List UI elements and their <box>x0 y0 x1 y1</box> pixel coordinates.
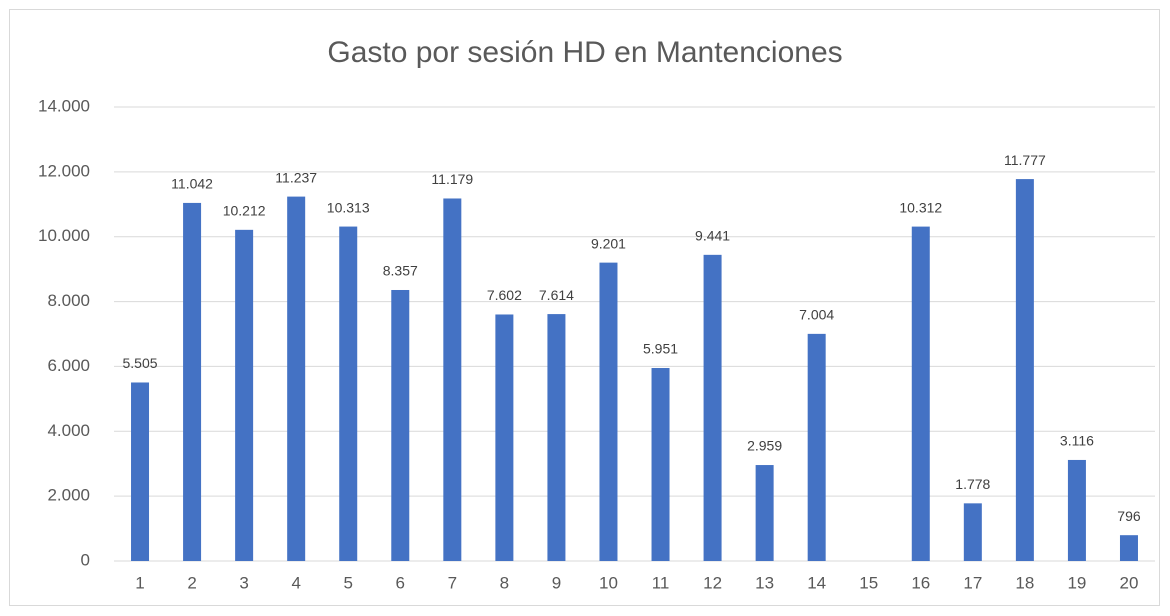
chart-title: Gasto por sesión HD en Mantenciones <box>327 36 842 69</box>
y-tick-label: 14.000 <box>38 96 90 115</box>
data-label: 9.441 <box>695 228 730 244</box>
data-label: 5.951 <box>643 341 678 357</box>
data-label: 796 <box>1117 508 1141 524</box>
bar <box>391 289 410 561</box>
x-tick-label: 2 <box>187 573 196 592</box>
bar <box>443 198 462 561</box>
x-tick-label: 4 <box>291 573 300 592</box>
x-tick-label: 12 <box>703 573 722 592</box>
bar <box>131 382 150 561</box>
data-label: 7.004 <box>799 307 834 323</box>
x-tick-label: 1 <box>135 573 144 592</box>
x-tick-label: 14 <box>807 573 826 592</box>
y-tick-label: 0 <box>81 550 90 569</box>
data-label: 11.237 <box>275 169 317 185</box>
y-tick-label: 10.000 <box>38 226 90 245</box>
x-tick-label: 13 <box>755 573 774 592</box>
y-tick-label: 12.000 <box>38 161 90 180</box>
y-tick-label: 6.000 <box>47 356 90 375</box>
x-tick-label: 17 <box>963 573 982 592</box>
y-tick-label: 8.000 <box>47 291 90 310</box>
bar <box>651 368 670 561</box>
chart-border <box>9 9 1160 606</box>
x-tick-label: 20 <box>1120 573 1139 592</box>
data-label: 1.778 <box>955 476 990 492</box>
x-tick-label: 18 <box>1015 573 1034 592</box>
x-tick-label: 19 <box>1067 573 1086 592</box>
x-tick-label: 9 <box>552 573 561 592</box>
data-label: 7.602 <box>487 287 522 303</box>
x-tick-label: 10 <box>599 573 618 592</box>
data-label: 11.042 <box>171 176 213 192</box>
bar <box>807 333 826 561</box>
bar <box>495 314 514 561</box>
bar <box>235 229 254 562</box>
data-label: 5.505 <box>123 355 158 371</box>
data-label: 10.313 <box>327 199 370 215</box>
data-label: 9.201 <box>591 235 626 251</box>
bar <box>599 262 618 561</box>
y-tick-label: 4.000 <box>47 421 90 440</box>
data-label: 8.357 <box>383 263 418 279</box>
x-tick-label: 6 <box>396 573 405 592</box>
x-tick-label: 11 <box>652 573 670 592</box>
data-label: 2.959 <box>747 438 782 454</box>
bar <box>963 503 982 561</box>
bar <box>183 202 202 562</box>
bar <box>287 196 306 561</box>
x-tick-label: 15 <box>859 573 878 592</box>
bar <box>755 465 774 561</box>
data-label: 10.212 <box>223 203 266 219</box>
bar <box>339 226 358 561</box>
x-tick-label: 7 <box>448 573 457 592</box>
bar <box>1015 179 1034 561</box>
bar <box>547 314 566 561</box>
bar <box>1067 459 1086 561</box>
x-tick-label: 3 <box>239 573 248 592</box>
data-label: 7.614 <box>539 287 574 303</box>
data-label: 11.777 <box>1004 152 1046 168</box>
x-tick-label: 16 <box>911 573 930 592</box>
x-tick-label: 8 <box>500 573 509 592</box>
bar <box>911 226 930 562</box>
y-tick-label: 2.000 <box>47 486 90 505</box>
bar <box>1119 535 1138 561</box>
data-label: 10.312 <box>899 199 942 215</box>
data-label: 11.179 <box>431 171 473 187</box>
bar <box>703 254 722 561</box>
x-tick-label: 5 <box>343 573 352 592</box>
data-label: 3.116 <box>1060 433 1094 449</box>
